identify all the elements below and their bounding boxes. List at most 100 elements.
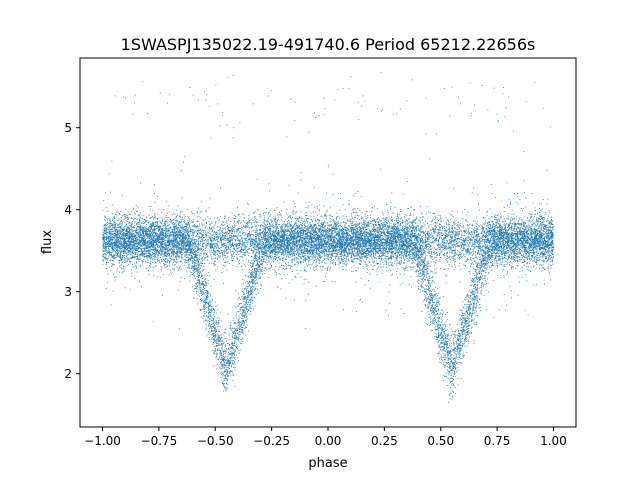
data-point <box>451 343 452 345</box>
data-point <box>425 245 426 247</box>
data-point <box>173 224 175 226</box>
data-point <box>182 251 184 253</box>
data-point <box>446 312 448 314</box>
data-point <box>267 255 268 257</box>
data-point <box>459 349 460 351</box>
data-point <box>252 281 254 283</box>
data-point <box>237 206 239 208</box>
data-point <box>276 207 278 209</box>
data-point <box>466 237 468 239</box>
data-point <box>206 232 208 234</box>
data-point <box>430 304 432 306</box>
data-point <box>536 232 538 234</box>
data-point <box>389 284 391 286</box>
data-point <box>176 209 178 211</box>
data-point <box>156 221 158 222</box>
data-point <box>521 259 523 260</box>
data-point <box>245 313 247 315</box>
data-point <box>179 230 181 232</box>
data-point <box>374 237 375 239</box>
data-point <box>368 238 370 240</box>
data-point <box>481 253 483 255</box>
data-point <box>332 261 334 263</box>
data-point <box>250 290 251 291</box>
data-point <box>256 233 258 235</box>
data-point <box>252 245 254 247</box>
data-point <box>428 240 430 242</box>
data-point <box>474 242 476 244</box>
data-point <box>212 258 214 260</box>
data-point <box>442 226 444 228</box>
data-point <box>121 256 123 258</box>
data-point <box>431 330 432 332</box>
data-point <box>197 269 198 271</box>
data-point <box>304 248 306 250</box>
data-point <box>210 308 212 310</box>
data-point <box>481 233 483 234</box>
data-point <box>380 249 381 250</box>
data-point <box>461 246 462 247</box>
data-point <box>549 257 551 259</box>
data-point <box>289 248 291 250</box>
data-point <box>463 246 465 248</box>
data-point <box>146 232 148 234</box>
data-point <box>491 233 493 235</box>
data-point <box>495 236 496 238</box>
chart-title: 1SWASPJ135022.19-491740.6 Period 65212.2… <box>121 35 536 54</box>
data-point <box>466 330 468 332</box>
data-point <box>434 327 436 329</box>
data-point <box>356 252 358 254</box>
data-point <box>445 333 447 335</box>
data-point <box>378 253 380 254</box>
data-point <box>318 254 319 256</box>
data-point <box>106 236 108 238</box>
data-point <box>166 231 168 233</box>
data-point <box>407 247 409 249</box>
data-point <box>130 253 132 255</box>
data-point <box>343 268 345 270</box>
data-point <box>161 241 163 243</box>
data-point <box>152 320 154 322</box>
data-point <box>315 221 317 223</box>
data-point <box>523 260 525 262</box>
data-point <box>369 250 371 252</box>
data-point <box>222 354 224 356</box>
data-point <box>257 248 259 250</box>
data-point <box>407 235 409 237</box>
data-point <box>349 235 351 237</box>
data-point <box>484 271 486 273</box>
data-point <box>281 242 283 244</box>
data-point <box>494 214 496 216</box>
data-point <box>356 255 358 257</box>
data-point <box>164 264 166 265</box>
data-point <box>467 240 469 242</box>
data-point <box>207 298 209 300</box>
data-point <box>335 216 337 218</box>
data-point <box>537 250 538 252</box>
data-point <box>521 242 523 244</box>
data-point <box>433 296 435 298</box>
data-point <box>188 241 189 243</box>
data-point <box>288 264 290 266</box>
data-point <box>116 250 117 252</box>
data-point <box>333 224 335 226</box>
data-point <box>216 368 218 370</box>
data-point <box>552 249 554 251</box>
data-point <box>222 265 224 267</box>
data-point <box>432 321 434 323</box>
data-point <box>231 347 233 349</box>
data-point <box>467 247 469 249</box>
data-point <box>311 230 313 232</box>
data-point <box>255 233 257 235</box>
data-point <box>315 117 317 118</box>
data-point <box>459 348 461 349</box>
data-point <box>452 382 454 384</box>
data-point <box>529 238 531 240</box>
data-point <box>237 327 239 329</box>
data-point <box>409 238 411 240</box>
data-point <box>404 217 406 219</box>
data-point <box>133 235 135 237</box>
data-point <box>362 217 363 219</box>
data-point <box>473 278 475 280</box>
data-point <box>199 232 201 234</box>
